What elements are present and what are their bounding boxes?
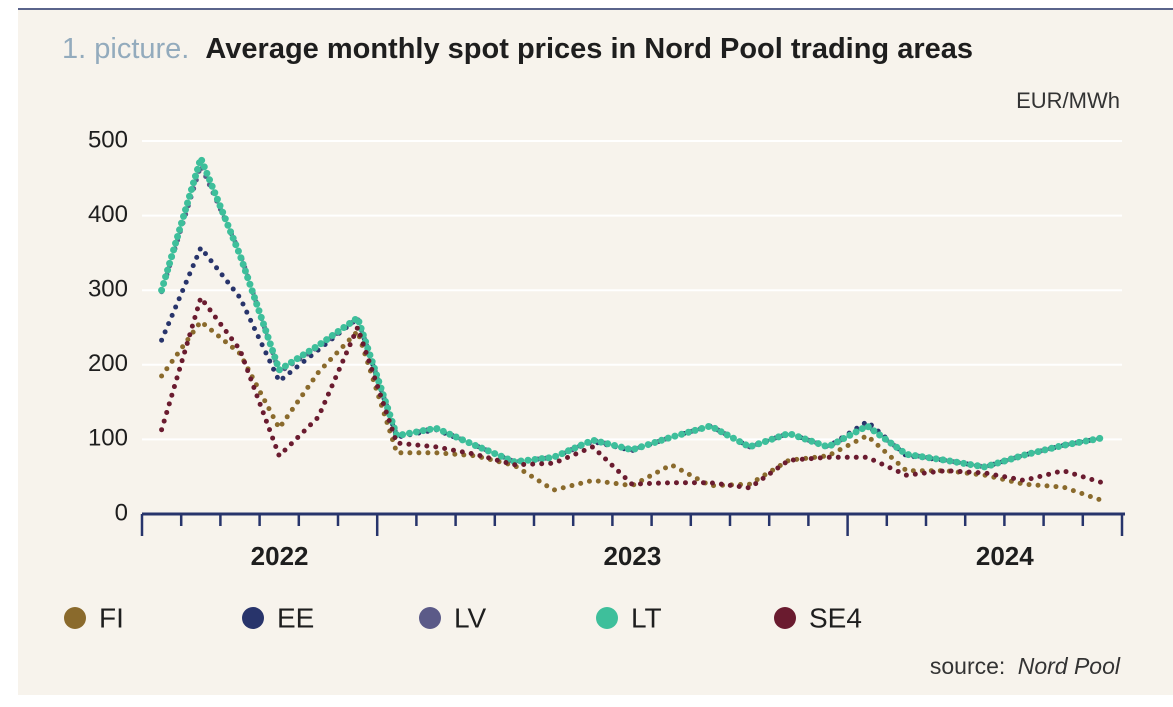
y-tick-label: 400 [88,201,128,228]
x-group-label: 2022 [251,541,309,571]
source-label: source: [930,653,1005,679]
y-tick-label: 0 [115,499,128,526]
series-line [158,147,1106,471]
unit-label: EUR/MWh [1016,88,1120,113]
legend-marker [242,607,264,629]
series-line [159,292,1105,491]
legend-label: LV [454,602,486,633]
legend-label: LT [631,602,662,633]
legend-marker [596,607,618,629]
x-group-label: 2023 [603,541,661,571]
legend-marker [64,607,86,629]
y-tick-label: 300 [88,276,128,303]
legend-marker [419,607,441,629]
legend-marker [774,607,796,629]
title-prefix: 1. picture. [62,33,189,65]
y-tick-label: 100 [88,425,128,452]
x-group-label: 2024 [976,541,1034,571]
plot: 0 100 200 300 400 500 2022 2023 2024 FI EE LV LT SE4 [64,126,1125,633]
y-tick-label: 500 [88,126,128,153]
title-text: Average monthly spot prices in Nord Pool… [205,33,973,65]
chart-title: 1. picture. Average monthly spot prices … [62,33,973,65]
source-line: source: Nord Pool [930,653,1121,679]
source-name: Nord Pool [1018,653,1121,679]
legend-label: FI [99,602,124,633]
y-tick-label: 200 [88,350,128,377]
legend-label: EE [277,602,314,633]
legend-label: SE4 [809,602,862,633]
panel [18,8,1173,695]
